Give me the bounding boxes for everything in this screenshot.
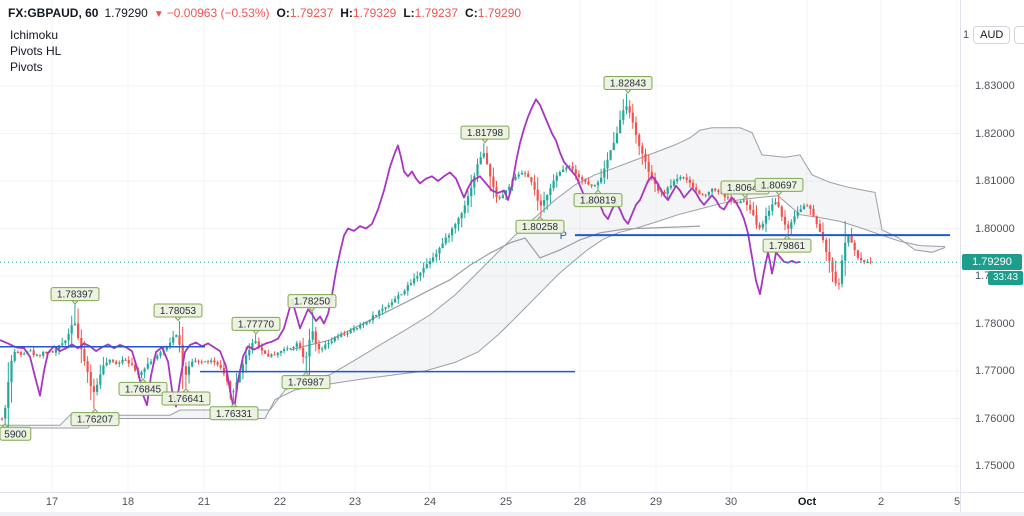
down-arrow-icon: ▼ — [153, 9, 164, 20]
symbol-title[interactable]: FX:GBPAUD, 60 — [8, 6, 99, 20]
pivot-label: 1.76207 — [70, 408, 120, 427]
svg-text:1.80697: 1.80697 — [761, 180, 798, 191]
pivot-label: 1.76331 — [209, 402, 259, 421]
svg-text:1.78053: 1.78053 — [160, 306, 197, 317]
axis-separator — [960, 493, 961, 513]
svg-text:1.82843: 1.82843 — [610, 78, 647, 89]
chart-canvas[interactable]: P 1.78397 1.78053 1.77770 1.78250 1.81798 1.82… — [0, 0, 960, 492]
time-tick: 25 — [499, 496, 513, 508]
pivot-label: 1.80697 — [754, 177, 804, 196]
pivot-label: 1.78397 — [50, 287, 100, 305]
indicator-legend: Ichimoku Pivots HL Pivots — [10, 27, 61, 75]
open-value: 1.79237 — [289, 6, 334, 20]
time-tick: 18 — [121, 496, 135, 508]
svg-text:1.78250: 1.78250 — [294, 297, 331, 308]
svg-text:1.80643: 1.80643 — [727, 183, 764, 194]
close-label: C: — [465, 6, 478, 20]
time-tick: 28 — [573, 496, 587, 508]
price-tick: 1.81000 — [975, 175, 1015, 187]
pivot-label: 1.82843 — [603, 75, 653, 94]
pivot-label: 1.78250 — [287, 294, 337, 312]
svg-text:1.76331: 1.76331 — [216, 409, 253, 420]
unit-bar: 1 AUD D — [963, 26, 1024, 44]
time-tick: 22 — [273, 496, 287, 508]
price-tick: 1.83000 — [975, 80, 1015, 92]
svg-text:1.78397: 1.78397 — [57, 290, 94, 301]
time-tick: Oct — [797, 496, 817, 508]
partial-button[interactable]: D — [1014, 26, 1024, 44]
price-tick: 1.78000 — [975, 317, 1015, 330]
pivot-label: 1.80258 — [515, 215, 565, 234]
price-tick: 1.82000 — [975, 127, 1015, 140]
last-price-badge: 1.79290 — [962, 254, 1022, 270]
pivot-label: 1.78053 — [153, 303, 203, 322]
time-axis[interactable]: 17 18 21 22 23 24 25 28 29 30 Oct 2 5 — [0, 492, 1024, 513]
time-tick: 5 — [953, 496, 961, 508]
svg-text:1.76641: 1.76641 — [168, 394, 205, 405]
bottom-strip — [0, 512, 1024, 516]
pivot-p-label: P — [560, 230, 567, 242]
price-axis[interactable]: 1.750001.760001.770001.780001.790001.800… — [960, 0, 1024, 492]
high-label: H: — [340, 6, 353, 20]
svg-text:1.80819: 1.80819 — [580, 196, 617, 207]
pivot-label: 1.79861 — [762, 234, 812, 253]
high-value: 1.79329 — [352, 6, 397, 20]
svg-text:1.79861: 1.79861 — [769, 241, 806, 252]
candles-layer — [0, 93, 872, 436]
pivot-label: 5900 — [0, 423, 32, 441]
pivot-label: 1.76845 — [118, 378, 168, 396]
time-tick: 30 — [724, 496, 738, 508]
open-label: O: — [276, 6, 290, 20]
price-tick: 1.76000 — [975, 412, 1015, 425]
currency-button[interactable]: AUD — [973, 26, 1011, 44]
time-tick: 21 — [197, 496, 211, 508]
close-value: 1.79290 — [477, 6, 522, 20]
svg-text:1.77770: 1.77770 — [238, 319, 275, 330]
compare-symbol-line — [0, 98, 801, 411]
price-tick: 1.77000 — [975, 365, 1015, 377]
time-tick: 24 — [423, 496, 437, 508]
svg-text:1.81798: 1.81798 — [467, 128, 504, 139]
pivot-label: 1.76987 — [281, 371, 331, 390]
pivot-label: 1.77770 — [231, 316, 281, 335]
price-change: −0.00963 (−0.53%) — [166, 6, 270, 20]
svg-text:1.76207: 1.76207 — [77, 415, 114, 426]
pivot-label: 1.81798 — [460, 125, 510, 144]
svg-text:1.76845: 1.76845 — [125, 384, 162, 395]
gridlines — [0, 0, 960, 492]
legend-item-ichimoku[interactable]: Ichimoku — [10, 28, 59, 42]
legend-item-pivots[interactable]: Pivots — [10, 60, 43, 74]
time-tick: 29 — [649, 496, 663, 508]
svg-text:5900: 5900 — [4, 429, 27, 440]
last-price: 1.79290 — [104, 6, 148, 20]
time-tick: 23 — [348, 496, 362, 508]
svg-text:1.80258: 1.80258 — [522, 222, 559, 233]
ichimoku-baseline — [289, 225, 701, 351]
pivot-label: 1.80819 — [573, 189, 623, 208]
pivot-label: 1.76641 — [161, 387, 211, 406]
svg-text:1.76987: 1.76987 — [288, 378, 325, 389]
time-tick: 2 — [877, 496, 885, 508]
unit-prefix: 1 — [963, 29, 970, 41]
price-tick: 1.80000 — [975, 222, 1015, 235]
price-tick: 1.75000 — [975, 460, 1015, 472]
time-tick: 17 — [45, 496, 59, 508]
low-value: 1.79237 — [414, 6, 459, 20]
bar-countdown-badge: 33:43 — [988, 271, 1023, 285]
chart-header: FX:GBPAUD, 60 1.79290 ▼ −0.00963 (−0.53%) O:… — [8, 5, 521, 21]
legend-item-pivots-hl[interactable]: Pivots HL — [10, 44, 62, 58]
low-label: L: — [403, 6, 415, 20]
